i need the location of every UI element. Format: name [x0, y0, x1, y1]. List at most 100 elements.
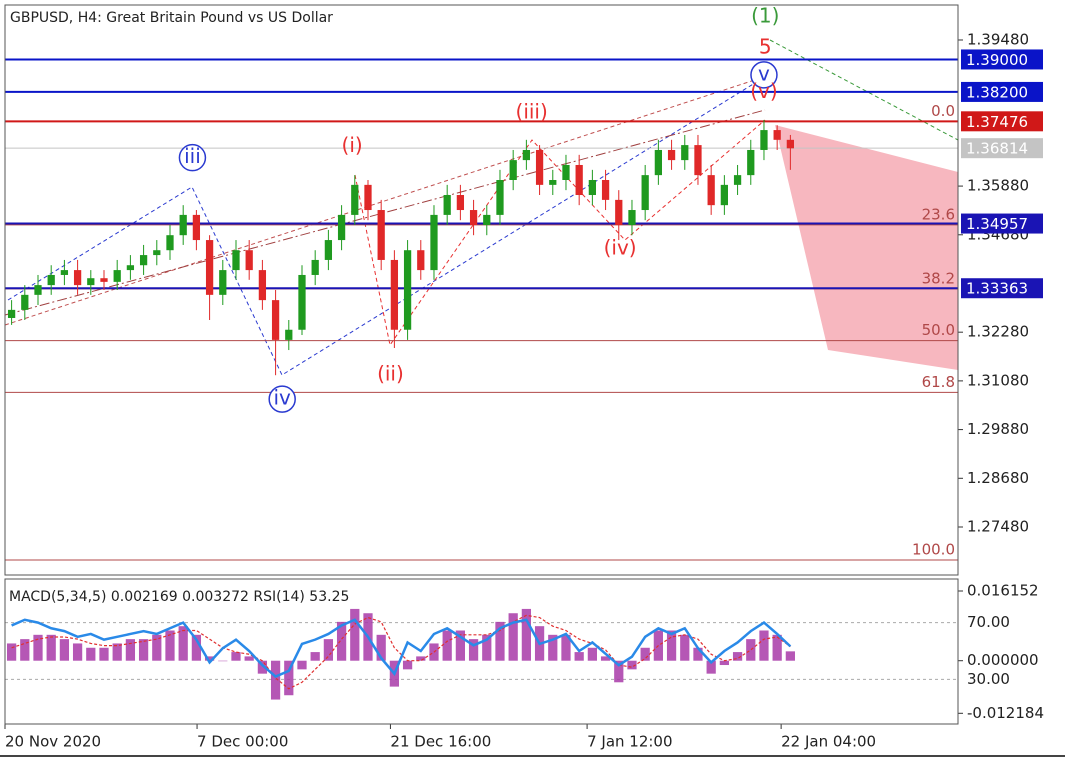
macd-bar	[6, 643, 17, 661]
candle-body	[245, 250, 253, 271]
macd-bar	[772, 634, 782, 661]
candle-body	[47, 274, 55, 286]
macd-bar	[191, 634, 202, 661]
macd-bar	[627, 660, 637, 670]
wave-label: iv	[273, 386, 291, 410]
macd-bar	[99, 647, 109, 661]
candle-body	[786, 139, 794, 149]
rsi-tick-label: 30.00	[967, 670, 1010, 688]
macd-bar	[693, 647, 703, 661]
indicator-panel-frame	[4, 578, 959, 725]
wave-circle	[750, 61, 778, 89]
wave-circle	[178, 143, 207, 172]
x-tick-label: 7 Dec 00:00	[197, 733, 288, 751]
macd-bar	[323, 639, 334, 661]
price-box	[961, 213, 1043, 234]
candle-body	[654, 149, 663, 176]
candle-body	[588, 179, 597, 196]
level-label: 1.34957	[966, 215, 1028, 233]
candle-body	[232, 250, 240, 271]
macd-bar	[376, 634, 386, 661]
macd-bar	[270, 660, 281, 700]
macd-bar	[587, 647, 597, 661]
candle-body	[179, 214, 187, 236]
candle-body	[60, 270, 69, 275]
fib-label: 23.6	[922, 205, 955, 223]
macd-bar	[706, 660, 716, 674]
macd-bar	[59, 639, 70, 661]
macd-bar	[231, 652, 241, 661]
y-tick-label: 1.27480	[967, 517, 1029, 535]
macd-bar	[785, 651, 795, 661]
macd-bar	[72, 643, 83, 661]
candle-body	[694, 145, 702, 176]
candle-body	[456, 195, 465, 211]
candle-body	[522, 149, 531, 161]
macd-bar	[297, 660, 307, 670]
macd-bar	[732, 652, 743, 661]
candle-body	[351, 184, 359, 215]
candle-body	[641, 175, 649, 211]
price-box	[961, 111, 1043, 132]
macd-bar	[218, 660, 228, 662]
macd-bar	[719, 660, 729, 666]
macd-bar	[33, 634, 43, 661]
macd-bar	[640, 647, 650, 661]
y-tick-label: 0.016152	[967, 581, 1039, 599]
macd-bar	[46, 634, 56, 661]
macd-bar	[548, 634, 558, 661]
candle-body	[509, 160, 517, 180]
x-tick-label: 7 Jan 12:00	[587, 733, 672, 751]
macd-bar	[680, 634, 690, 661]
wave-label: (1)	[751, 3, 779, 27]
macd-bar	[86, 647, 96, 661]
macd-bar	[482, 634, 492, 661]
candle-body	[773, 130, 781, 140]
candle-body	[113, 270, 121, 282]
candle-body	[417, 250, 425, 271]
y-tick-label: 1.28680	[967, 469, 1029, 487]
candle-body	[34, 285, 42, 295]
candle-body	[364, 184, 372, 211]
candle-body	[562, 164, 570, 180]
candle-body	[681, 145, 689, 161]
channel-line	[4, 74, 771, 326]
candle-body	[285, 329, 293, 340]
candle-body	[483, 214, 491, 226]
macd-bar	[468, 639, 479, 661]
macd-bar	[138, 639, 149, 661]
candle-body	[271, 300, 280, 340]
candle-body	[403, 250, 412, 330]
macd-signal-line	[11, 614, 791, 690]
candle-body	[324, 240, 333, 260]
candle-body	[87, 278, 95, 286]
macd-bar	[204, 656, 215, 661]
candle-body	[73, 270, 82, 286]
candle-body	[549, 179, 557, 185]
level-label: 1.38200	[966, 83, 1028, 101]
candle-body	[390, 259, 399, 330]
macd-bar	[614, 660, 624, 683]
candle-body	[219, 270, 227, 295]
candle-body	[601, 179, 610, 200]
y-tick-label: 1.29880	[967, 420, 1029, 438]
channel-line	[4, 109, 766, 316]
macd-bar	[600, 656, 611, 661]
candle-body	[575, 164, 583, 196]
price-box	[961, 138, 1043, 159]
candle-body	[747, 149, 755, 176]
candle-body	[337, 214, 346, 241]
fib-label: 50.0	[922, 321, 955, 339]
macd-bar	[746, 639, 756, 661]
candle-body	[166, 235, 174, 251]
wave-label: (iii)	[516, 100, 548, 124]
y-tick-label: 1.31080	[967, 371, 1029, 389]
y-tick-label: 1.32280	[967, 323, 1029, 341]
candle-body	[667, 149, 676, 161]
x-tick-label: 22 Jan 04:00	[781, 733, 876, 751]
candle-body	[298, 274, 306, 330]
y-tick-label: 1.39480	[967, 30, 1029, 48]
wave-label: (v)	[750, 79, 777, 103]
macd-bar	[112, 643, 122, 661]
